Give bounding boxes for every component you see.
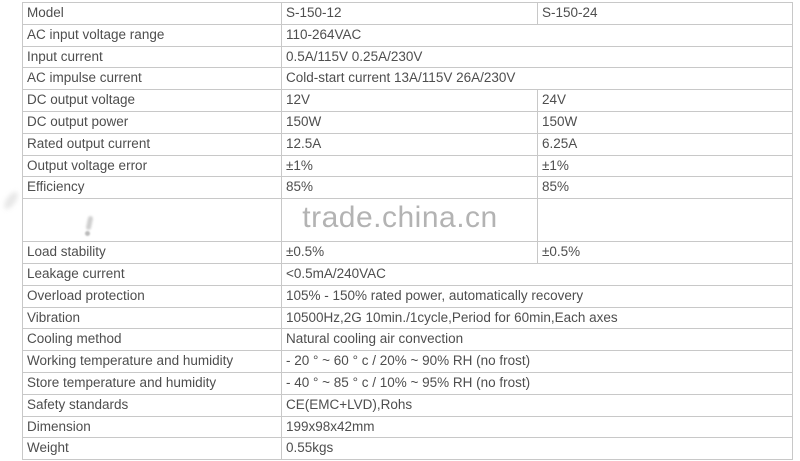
spec-value: - 20 ° ~ 60 ° c / 20% ~ 90% RH (no frost… — [281, 350, 793, 373]
table-row-ac-impulse-current: AC impulse current Cold-start current 13… — [22, 67, 793, 91]
table-row-dimension: Dimension 199x98x42mm — [22, 415, 793, 439]
spec-label: Model — [22, 2, 282, 25]
spec-value: - 40 ° ~ 85 ° c / 10% ~ 95% RH (no frost… — [281, 371, 793, 395]
spec-value: 0.5A/115V 0.25A/230V — [281, 45, 793, 69]
watermark-smudge — [1, 189, 21, 212]
table-row-leakage-current: Leakage current <0.5mA/240VAC — [22, 262, 793, 286]
spec-value: ±0.5% — [537, 241, 793, 264]
table-row-output-voltage-error: Output voltage error ±1% ±1% — [22, 154, 793, 178]
spec-value: Cold-start current 13A/115V 26A/230V — [281, 67, 793, 91]
spec-value: CE(EMC+LVD),Rohs — [281, 393, 793, 417]
table-row-working-temperature: Working temperature and humidity - 20 ° … — [22, 350, 793, 373]
spec-value: 150W — [537, 110, 793, 134]
spec-value: S-150-12 — [281, 2, 538, 25]
spec-label: Rated output current — [22, 132, 282, 156]
spec-value: 24V — [537, 89, 793, 112]
table-row-overload-protection: Overload protection 105% - 150% rated po… — [22, 284, 793, 308]
spec-label: AC input voltage range — [22, 23, 282, 47]
spec-label: Dimension — [22, 415, 282, 439]
spec-value: 12.5A — [281, 132, 538, 156]
spec-label: Weight — [22, 437, 282, 461]
table-row-input-current: Input current 0.5A/115V 0.25A/230V — [22, 45, 793, 69]
spec-label: Efficiency — [22, 176, 282, 200]
spec-label: Store temperature and humidity — [22, 371, 282, 395]
spec-value: 6.25A — [537, 132, 793, 156]
table-row-weight: Weight 0.55kgs — [22, 437, 793, 461]
watermark-smudge — [85, 231, 90, 236]
spec-label: Load stability — [22, 241, 282, 264]
spec-label: Cooling method — [22, 328, 282, 352]
spec-value: 110-264VAC — [281, 23, 793, 47]
table-row-rated-output-current: Rated output current 12.5A 6.25A — [22, 132, 793, 156]
spec-value: ±0.5% — [281, 241, 538, 264]
table-row-watermark-band — [22, 198, 793, 243]
table-row-load-stability: Load stability ±0.5% ±0.5% — [22, 241, 793, 264]
table-row-model: Model S-150-12 S-150-24 — [22, 2, 793, 25]
spec-value: 10500Hz,2G 10min./1cycle,Period for 60mi… — [281, 306, 793, 330]
spec-value: 12V — [281, 89, 538, 112]
spec-value: 0.55kgs — [281, 437, 793, 461]
spec-label: Input current — [22, 45, 282, 69]
spec-table: Model S-150-12 S-150-24 AC input voltage… — [22, 2, 793, 461]
watermark-row-cell — [22, 198, 282, 243]
table-row-efficiency: Efficiency 85% 85% — [22, 176, 793, 200]
table-row-dc-output-voltage: DC output voltage 12V 24V — [22, 89, 793, 112]
spec-value: Natural cooling air convection — [281, 328, 793, 352]
spec-value: ±1% — [281, 154, 538, 178]
spec-value: 150W — [281, 110, 538, 134]
spec-value: 105% - 150% rated power, automatically r… — [281, 284, 793, 308]
table-row-ac-input-voltage: AC input voltage range 110-264VAC — [22, 23, 793, 47]
spec-label: DC output power — [22, 110, 282, 134]
spec-value: 85% — [537, 176, 793, 200]
spec-label: AC impulse current — [22, 67, 282, 91]
spec-value: ±1% — [537, 154, 793, 178]
spec-label: Leakage current — [22, 262, 282, 286]
table-row-dc-output-power: DC output power 150W 150W — [22, 110, 793, 134]
watermark-row-cell — [537, 198, 793, 243]
table-row-vibration: Vibration 10500Hz,2G 10min./1cycle,Perio… — [22, 306, 793, 330]
table-row-safety-standards: Safety standards CE(EMC+LVD),Rohs — [22, 393, 793, 417]
spec-label: Safety standards — [22, 393, 282, 417]
spec-label: DC output voltage — [22, 89, 282, 112]
spec-label: Vibration — [22, 306, 282, 330]
spec-value: S-150-24 — [537, 2, 793, 25]
table-row-cooling-method: Cooling method Natural cooling air conve… — [22, 328, 793, 352]
spec-label: Overload protection — [22, 284, 282, 308]
spec-value: 85% — [281, 176, 538, 200]
spec-value: 199x98x42mm — [281, 415, 793, 439]
watermark-row-cell — [281, 198, 538, 243]
spec-label: Output voltage error — [22, 154, 282, 178]
spec-value: <0.5mA/240VAC — [281, 262, 793, 286]
spec-label: Working temperature and humidity — [22, 350, 282, 373]
table-row-store-temperature: Store temperature and humidity - 40 ° ~ … — [22, 371, 793, 395]
